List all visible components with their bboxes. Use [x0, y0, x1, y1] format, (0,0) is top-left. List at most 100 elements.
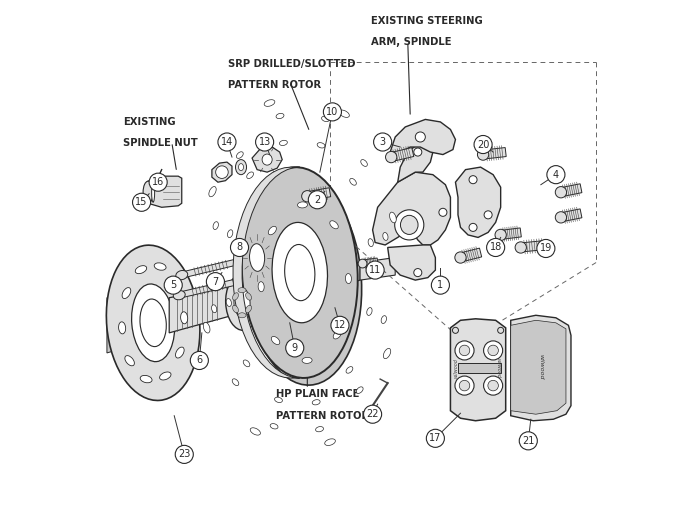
- Text: ARM, SPINDLE: ARM, SPINDLE: [371, 36, 452, 46]
- Ellipse shape: [154, 263, 166, 270]
- Circle shape: [486, 238, 505, 257]
- Ellipse shape: [484, 341, 503, 360]
- Text: 13: 13: [258, 137, 271, 147]
- Text: 14: 14: [220, 137, 233, 147]
- Ellipse shape: [132, 284, 175, 362]
- Ellipse shape: [288, 251, 321, 314]
- Polygon shape: [458, 363, 500, 373]
- Polygon shape: [390, 147, 414, 162]
- Ellipse shape: [172, 280, 181, 290]
- Ellipse shape: [395, 210, 424, 240]
- Ellipse shape: [368, 239, 373, 246]
- Circle shape: [206, 273, 225, 291]
- Ellipse shape: [235, 160, 246, 175]
- Circle shape: [230, 238, 248, 257]
- Ellipse shape: [234, 288, 250, 318]
- Ellipse shape: [356, 387, 363, 393]
- Text: 4: 4: [553, 170, 559, 180]
- Text: 20: 20: [477, 139, 489, 149]
- Text: 5: 5: [170, 280, 176, 290]
- Circle shape: [218, 133, 236, 151]
- Ellipse shape: [122, 287, 131, 298]
- Ellipse shape: [345, 274, 351, 284]
- Ellipse shape: [455, 376, 474, 395]
- Ellipse shape: [232, 379, 239, 386]
- Ellipse shape: [140, 299, 167, 346]
- Ellipse shape: [455, 252, 466, 263]
- Polygon shape: [307, 188, 330, 200]
- Ellipse shape: [226, 298, 232, 307]
- Ellipse shape: [452, 327, 458, 333]
- Ellipse shape: [143, 181, 153, 204]
- Ellipse shape: [250, 428, 260, 435]
- Polygon shape: [456, 167, 500, 237]
- Ellipse shape: [439, 208, 447, 216]
- Ellipse shape: [279, 140, 288, 145]
- Polygon shape: [212, 162, 232, 182]
- Ellipse shape: [350, 178, 356, 185]
- Polygon shape: [560, 209, 582, 222]
- Ellipse shape: [216, 166, 228, 178]
- Ellipse shape: [384, 348, 391, 359]
- Ellipse shape: [459, 380, 470, 391]
- Circle shape: [366, 261, 384, 279]
- Polygon shape: [169, 263, 360, 333]
- Ellipse shape: [339, 110, 349, 117]
- Ellipse shape: [346, 367, 353, 373]
- Circle shape: [519, 432, 538, 450]
- Polygon shape: [459, 248, 482, 262]
- Text: 21: 21: [522, 436, 535, 446]
- Ellipse shape: [484, 376, 503, 395]
- Circle shape: [308, 191, 326, 209]
- Ellipse shape: [383, 232, 388, 240]
- Ellipse shape: [469, 176, 477, 184]
- Ellipse shape: [243, 360, 250, 367]
- Ellipse shape: [246, 293, 251, 300]
- Ellipse shape: [238, 288, 246, 293]
- Text: 8: 8: [237, 242, 243, 252]
- Polygon shape: [482, 147, 506, 159]
- Ellipse shape: [469, 223, 477, 231]
- Ellipse shape: [330, 221, 338, 229]
- Ellipse shape: [498, 327, 504, 333]
- Ellipse shape: [176, 271, 188, 280]
- Circle shape: [547, 166, 565, 184]
- Text: 18: 18: [489, 242, 502, 252]
- Polygon shape: [500, 228, 522, 239]
- Ellipse shape: [246, 306, 251, 313]
- Circle shape: [323, 103, 342, 121]
- Ellipse shape: [382, 316, 386, 324]
- Ellipse shape: [262, 154, 272, 165]
- Text: PATTERN ROTOR: PATTERN ROTOR: [228, 80, 321, 90]
- Ellipse shape: [135, 266, 147, 274]
- Ellipse shape: [325, 439, 335, 445]
- Ellipse shape: [495, 229, 506, 240]
- Ellipse shape: [211, 305, 217, 313]
- Ellipse shape: [276, 229, 333, 336]
- Ellipse shape: [555, 212, 566, 223]
- Ellipse shape: [272, 336, 280, 344]
- Text: SRP DRILLED/SLOTTED: SRP DRILLED/SLOTTED: [228, 59, 356, 69]
- Text: 9: 9: [292, 343, 298, 353]
- Ellipse shape: [414, 269, 422, 277]
- Ellipse shape: [272, 222, 328, 323]
- Polygon shape: [511, 320, 566, 414]
- Ellipse shape: [225, 275, 258, 330]
- Text: SPINDLE NUT: SPINDLE NUT: [123, 138, 197, 148]
- Text: 22: 22: [366, 409, 379, 419]
- Text: 2: 2: [314, 195, 321, 205]
- Ellipse shape: [285, 244, 315, 300]
- Circle shape: [363, 405, 382, 423]
- Text: 11: 11: [369, 265, 382, 275]
- Ellipse shape: [515, 242, 526, 253]
- Ellipse shape: [140, 375, 152, 383]
- Circle shape: [164, 276, 182, 294]
- Ellipse shape: [213, 222, 218, 229]
- Ellipse shape: [152, 182, 155, 203]
- Ellipse shape: [316, 427, 323, 432]
- Ellipse shape: [358, 259, 367, 268]
- Ellipse shape: [118, 322, 126, 334]
- Text: HP PLAIN FACE: HP PLAIN FACE: [276, 389, 359, 399]
- Text: 10: 10: [326, 107, 339, 117]
- Ellipse shape: [248, 180, 362, 385]
